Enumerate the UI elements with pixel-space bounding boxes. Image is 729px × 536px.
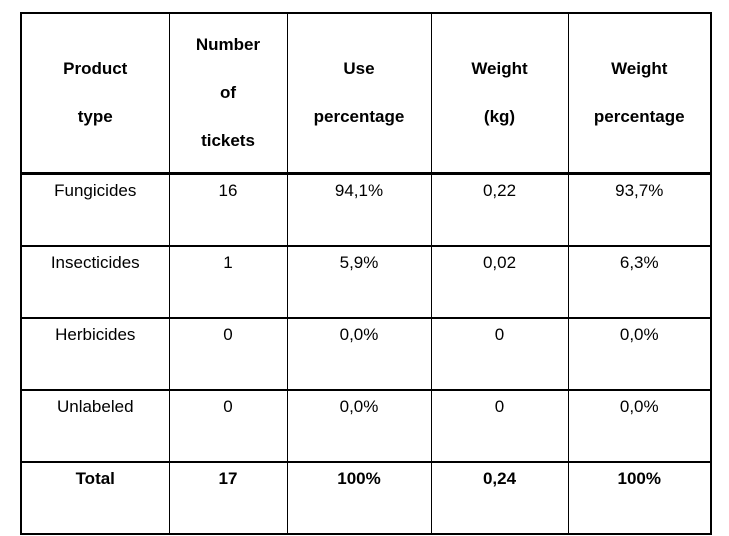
header-line: Number	[195, 35, 261, 54]
cell-product-type: Insecticides	[20, 245, 170, 319]
cell-use-percentage: 5,9%	[286, 245, 432, 319]
header-line: percentage	[313, 107, 405, 126]
cell-product-type: Unlabeled	[20, 389, 170, 463]
header-line: of	[219, 83, 237, 102]
cell-weight-kg: 0,02	[430, 245, 569, 319]
header-line: type	[77, 107, 113, 126]
table-row-total: Total 17 100% 0,24 100%	[20, 461, 712, 535]
cell-number-of-tickets: 16	[168, 172, 288, 247]
cell-weight-percentage: 0,0%	[567, 317, 712, 391]
cell-number-of-tickets: 17	[168, 461, 288, 535]
header-line: percentage	[593, 107, 685, 126]
header-row: Product type Number of tickets Use perce…	[20, 12, 712, 175]
header-number-of-tickets: Number of tickets	[168, 12, 288, 175]
header-line: (kg)	[483, 107, 516, 126]
cell-weight-kg: 0,22	[430, 172, 569, 247]
cell-weight-percentage: 93,7%	[567, 172, 712, 247]
header-product-type: Product type	[20, 12, 170, 175]
cell-weight-kg: 0	[430, 317, 569, 391]
cell-number-of-tickets: 0	[168, 389, 288, 463]
header-line: Product	[63, 59, 128, 78]
cell-product-type: Total	[20, 461, 170, 535]
cell-weight-kg: 0	[430, 389, 569, 463]
cell-product-type: Herbicides	[20, 317, 170, 391]
header-line: Use	[343, 59, 375, 78]
cell-weight-percentage: 0,0%	[567, 389, 712, 463]
header-weight-kg: Weight (kg)	[430, 12, 569, 175]
table-row-insecticides: Insecticides 1 5,9% 0,02 6,3%	[20, 245, 712, 319]
cell-use-percentage: 0,0%	[286, 317, 432, 391]
header-weight-percentage: Weight percentage	[567, 12, 712, 175]
cell-use-percentage: 94,1%	[286, 172, 432, 247]
table-row-unlabeled: Unlabeled 0 0,0% 0 0,0%	[20, 389, 712, 463]
header-line: Weight	[471, 59, 528, 78]
product-usage-table: Product type Number of tickets Use perce…	[20, 12, 712, 535]
cell-weight-percentage: 100%	[567, 461, 712, 535]
header-line: tickets	[201, 131, 255, 150]
cell-product-type: Fungicides	[20, 172, 170, 247]
table-row-herbicides: Herbicides 0 0,0% 0 0,0%	[20, 317, 712, 391]
cell-use-percentage: 0,0%	[286, 389, 432, 463]
cell-weight-percentage: 6,3%	[567, 245, 712, 319]
cell-number-of-tickets: 1	[168, 245, 288, 319]
cell-number-of-tickets: 0	[168, 317, 288, 391]
cell-weight-kg: 0,24	[430, 461, 569, 535]
header-line: Weight	[611, 59, 668, 78]
header-use-percentage: Use percentage	[286, 12, 432, 175]
cell-use-percentage: 100%	[286, 461, 432, 535]
table-row-fungicides: Fungicides 16 94,1% 0,22 93,7%	[20, 172, 712, 247]
